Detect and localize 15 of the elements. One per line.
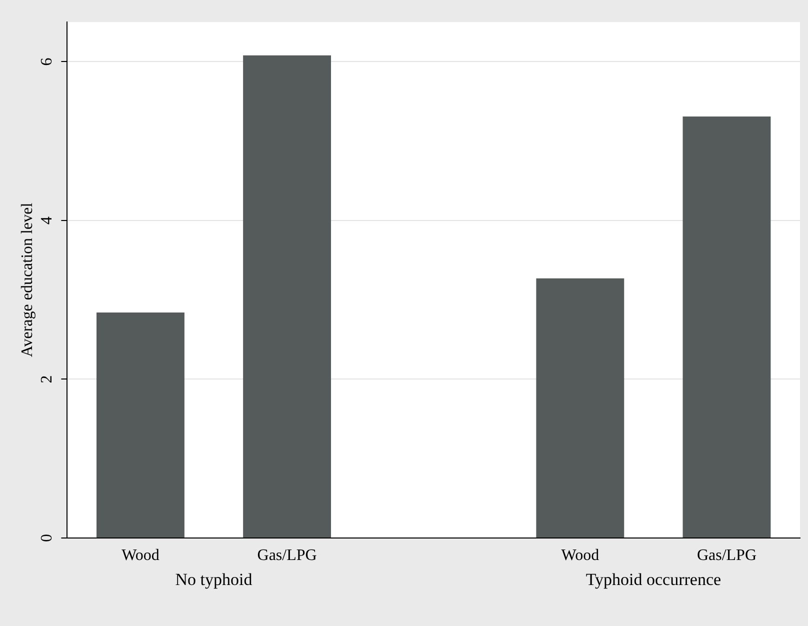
x-tick-label: Gas/LPG (696, 546, 757, 564)
bar (536, 278, 624, 538)
bar (682, 116, 771, 538)
text: Typhoid occurrence (586, 570, 722, 589)
y-tick-label: 4 (38, 216, 56, 224)
bar (243, 55, 332, 538)
y-axis-title: Average education level (18, 202, 36, 358)
x-tick-label: Wood (122, 546, 160, 564)
y-tick-label: 6 (38, 58, 56, 66)
text: No typhoid (175, 570, 253, 589)
x-tick-label: Wood (561, 546, 600, 564)
y-tick-label: 2 (38, 375, 56, 384)
bar (96, 312, 184, 538)
x-tick-label: Gas/LPG (257, 546, 318, 564)
y-tick-label: 0 (38, 534, 56, 542)
